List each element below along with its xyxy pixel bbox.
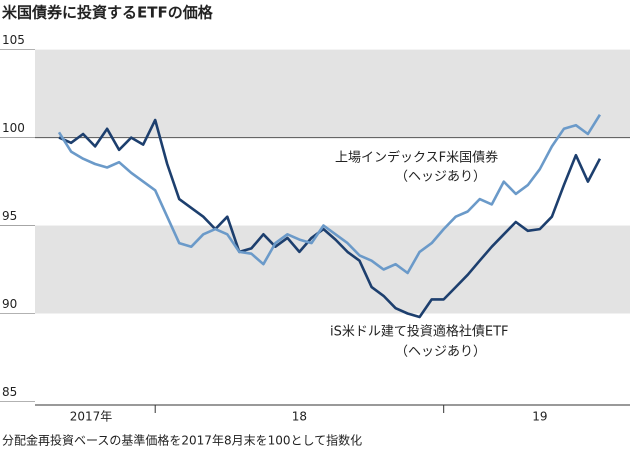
series-note: （ヘッジあり） xyxy=(395,345,486,360)
y-tick-label: 105 xyxy=(2,33,25,47)
series-note: （ヘッジあり） xyxy=(395,170,486,185)
shaded-band xyxy=(35,225,630,314)
series-line xyxy=(58,118,602,319)
footnote: 分配金再投資ベースの基準価格を2017年8月末を100として指数化 xyxy=(2,433,362,448)
x-tick-label: 2017年 xyxy=(70,410,113,424)
y-tick-label: 90 xyxy=(2,297,17,311)
x-tick-label: 19 xyxy=(532,410,547,424)
x-tick-label: 18 xyxy=(292,410,307,424)
series-label: 上場インデックスF米国債券 xyxy=(335,150,498,166)
series-line xyxy=(57,114,602,275)
y-tick-label: 95 xyxy=(2,209,17,223)
series-label: iS米ドル建て投資適格社債ETF xyxy=(330,324,509,340)
y-tick-label: 100 xyxy=(2,121,25,135)
y-tick-label: 85 xyxy=(2,385,17,399)
shaded-band xyxy=(35,49,630,138)
chart-title: 米国債券に投資するETFの価格 xyxy=(2,4,214,22)
